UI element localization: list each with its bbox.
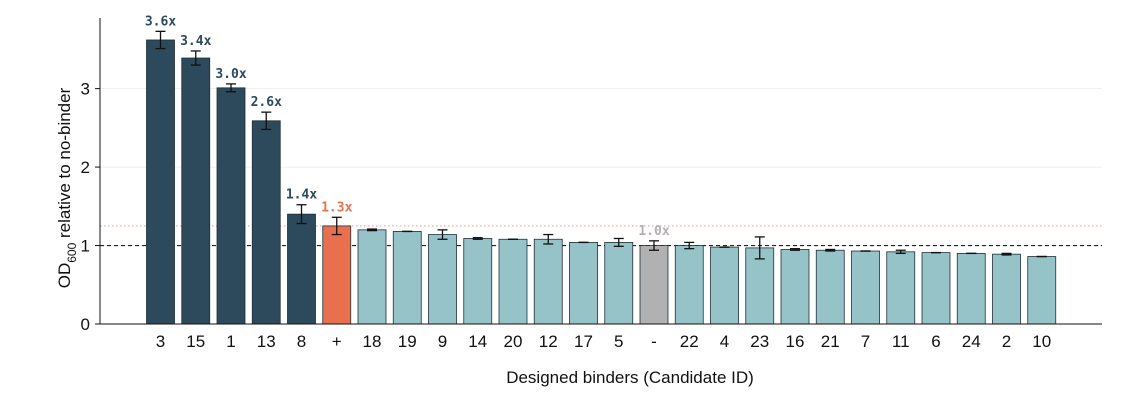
bar-12 (533, 238, 563, 325)
x-tick-label-11: 11 (892, 332, 910, 351)
x-tick-label-7: 7 (861, 332, 870, 351)
bar-15 (181, 57, 211, 325)
x-tick-label-3: 3 (156, 332, 165, 351)
y-axis-title-subscript: 600 (65, 242, 79, 262)
bar-7 (851, 250, 880, 325)
bar-19 (392, 231, 422, 325)
x-tick-label-19: 19 (398, 332, 417, 351)
bar-- (639, 245, 669, 325)
x-tick-label-4: 4 (720, 332, 729, 351)
x-tick-label-15: 15 (186, 332, 205, 351)
bar-annotation-+: 1.3x (321, 200, 352, 215)
bar-8 (287, 213, 316, 325)
bar-annotation-13: 2.6x (251, 95, 282, 110)
x-tick-label-8: 8 (297, 332, 306, 351)
x-tick-label-2: 2 (1002, 332, 1011, 351)
bar-annotation--: 1.0x (638, 224, 669, 239)
y-tick-label: 1 (81, 237, 90, 256)
bar-20 (498, 238, 528, 325)
y-tick-label: 0 (81, 315, 90, 334)
x-tick-label-23: 23 (750, 332, 769, 351)
reference-lines (100, 225, 1102, 247)
bar-5 (604, 241, 634, 325)
bar-annotation-3: 3.6x (145, 14, 176, 29)
bar-16 (780, 249, 810, 325)
y-ticks: 0 1 2 3 (81, 80, 100, 334)
x-tick-labels: 3 15 1 13 8 +18 19 9 14 20 12 17 5 - 22 4 23 16 21 7 11 6 24 2 1… (156, 332, 1051, 351)
bars (146, 39, 1057, 325)
bar-6 (921, 252, 951, 325)
bar-23 (745, 247, 775, 325)
x-tick-label-14: 14 (468, 332, 487, 351)
x-axis-title: Designed binders (Candidate ID) (506, 368, 754, 387)
x-tick-label-21: 21 (821, 332, 840, 351)
bar-+ (322, 225, 352, 325)
x-tick-label-18: 18 (363, 332, 382, 351)
x-tick-label-12: 12 (539, 332, 558, 351)
bar-17 (569, 241, 598, 325)
x-tick-label-13: 13 (257, 332, 276, 351)
bar-22 (674, 245, 704, 325)
y-axis-title-prefix: OD (55, 263, 74, 289)
x-tick-label-6: 6 (931, 332, 940, 351)
y-axis-title-suffix: relative to no-binder (55, 87, 74, 242)
bar-13 (251, 120, 281, 325)
grid-lines (100, 88, 1102, 247)
bar-3 (146, 39, 175, 325)
bar-1 (216, 87, 246, 325)
x-tick-label-5: 5 (614, 332, 623, 351)
bar-annotation-1: 3.0x (215, 67, 246, 82)
x-tick-label-1: 1 (226, 332, 235, 351)
x-tick-label-24: 24 (962, 332, 981, 351)
y-axis-title: OD600 relative to no-binder (55, 87, 79, 288)
bar-2 (992, 253, 1021, 325)
x-tick-label--: - (651, 332, 657, 351)
bar-24 (956, 252, 986, 325)
bar-18 (357, 229, 387, 325)
x-tick-label-20: 20 (504, 332, 523, 351)
axes (99, 18, 1102, 325)
x-tick-label-9: 9 (438, 332, 447, 351)
bar-annotation-15: 3.4x (180, 34, 211, 49)
x-tick-label-17: 17 (574, 332, 593, 351)
x-tick-label-16: 16 (786, 332, 805, 351)
x-tick-label-+: + (332, 332, 342, 351)
bar-14 (463, 238, 493, 325)
x-tick-label-10: 10 (1032, 332, 1051, 351)
bar-21 (815, 249, 845, 325)
bar-9 (428, 234, 457, 325)
bar-annotation-8: 1.4x (286, 188, 317, 203)
bar-11 (886, 251, 916, 325)
bar-annotations: 3.6x 3.4x 3.0x 2.6x 1.4x 1.3x 1.0x (145, 14, 670, 238)
y-tick-label: 3 (81, 80, 90, 99)
bar-4 (710, 246, 739, 325)
bar-10 (1027, 256, 1057, 325)
y-tick-label: 2 (81, 158, 90, 177)
error-bars (155, 30, 1047, 260)
x-tick-label-22: 22 (680, 332, 699, 351)
